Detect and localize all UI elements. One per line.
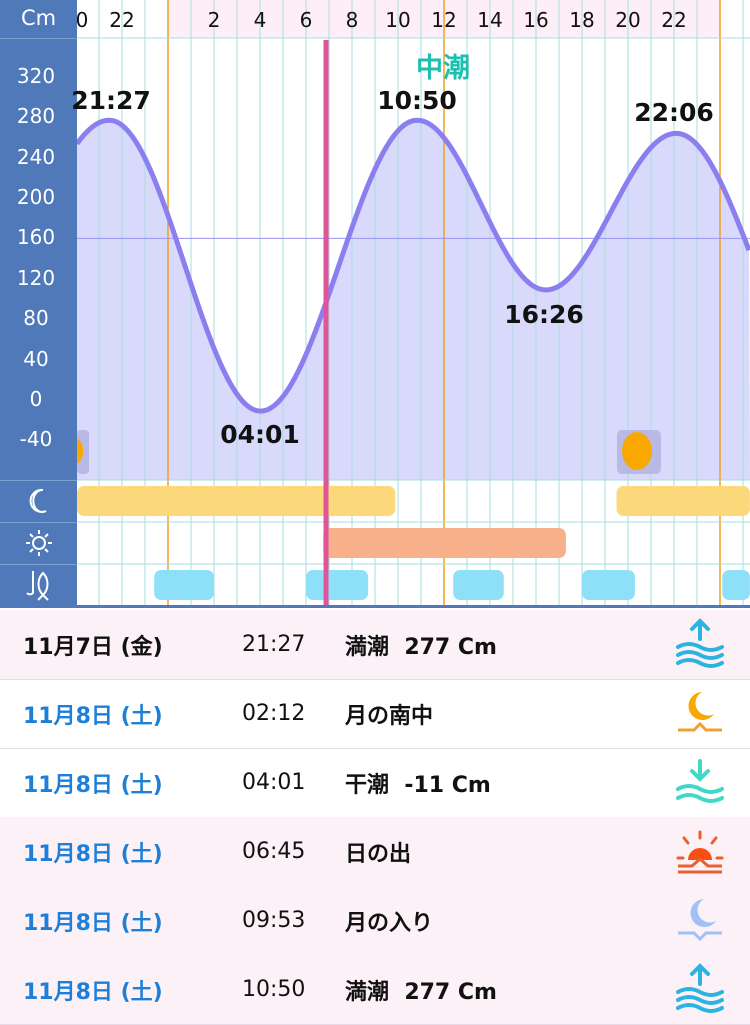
hour-label: 16: [523, 8, 549, 32]
event-description: 満潮 277 Cm: [345, 634, 497, 660]
event-time: 10:50: [242, 977, 306, 1002]
event-time: 09:53: [242, 908, 306, 933]
hour-label: 18: [569, 8, 595, 32]
hour-label: 14: [477, 8, 503, 32]
y-tick-label: 80: [23, 306, 49, 331]
moon-up-bar: [616, 486, 750, 516]
hour-label: 22: [109, 8, 135, 32]
sun-up-bar: [323, 528, 566, 558]
event-date: 11月8日 (土): [23, 841, 163, 867]
tide-chart[interactable]: [0, 0, 750, 608]
hour-label: 6: [299, 8, 313, 32]
event-time: 02:12: [242, 701, 306, 726]
tide-extreme-label: 16:26: [504, 300, 584, 329]
event-date: 11月8日 (土): [23, 772, 163, 798]
moon-up-bar: [77, 486, 396, 516]
sun-icon: [0, 522, 77, 564]
y-axis: Cm 320 280 240 200 160 120 80 40 0 -40: [0, 0, 77, 607]
tide-extreme-label: 22:06: [634, 98, 714, 127]
event-date: 11月8日 (土): [23, 703, 163, 729]
y-tick-label: 120: [16, 265, 56, 290]
fishing-time-bar: [306, 570, 369, 600]
event-row[interactable]: 11月8日 (土) 10:50 満潮 277 Cm: [0, 955, 750, 1025]
sunrise-icon: [676, 830, 724, 873]
y-tick-label: 40: [23, 346, 49, 371]
high-tide-icon: [676, 617, 724, 668]
y-tick-label: 320: [16, 63, 56, 88]
y-tick-label: 0: [29, 387, 43, 411]
event-row[interactable]: 11月8日 (土) 06:45 日の出: [0, 817, 750, 887]
hour-label: 10: [385, 8, 411, 32]
fishing-time-bar: [154, 570, 214, 600]
hour-label: 20: [615, 8, 641, 32]
event-time: 21:27: [242, 632, 306, 657]
chart-bottom-border: [0, 605, 750, 608]
event-row[interactable]: 11月7日 (金) 21:27 満潮 277 Cm: [0, 610, 750, 680]
y-tick-label: 200: [16, 185, 56, 209]
y-tick-label: -40: [19, 427, 53, 452]
tide-type-label: 中潮: [416, 53, 470, 84]
tide-extreme-label: 21:27: [71, 86, 151, 115]
moon-transit-icon: [678, 691, 722, 731]
moon-transit-marker: [622, 432, 652, 470]
hour-label: 0: [75, 8, 89, 32]
event-date: 11月8日 (土): [23, 979, 163, 1005]
hour-label: 2: [207, 8, 221, 32]
event-description: 月の南中: [345, 703, 434, 729]
event-time: 06:45: [242, 839, 306, 864]
event-date: 11月8日 (土): [23, 910, 163, 936]
event-description: 満潮 277 Cm: [345, 979, 497, 1005]
hour-label: 22: [661, 8, 687, 32]
moonset-icon: [678, 898, 722, 941]
event-row[interactable]: 11月8日 (土) 04:01 干潮 -11 Cm: [0, 748, 750, 818]
event-description: 干潮 -11 Cm: [345, 772, 491, 798]
fishing-time-bar: [582, 570, 635, 600]
low-tide-icon: [676, 758, 724, 803]
tide-extreme-label: 10:50: [377, 86, 457, 115]
hour-label: 8: [345, 8, 359, 32]
event-time: 04:01: [242, 770, 306, 795]
hour-label: 12: [431, 8, 457, 32]
event-description: 月の入り: [345, 910, 434, 936]
event-date: 11月7日 (金): [23, 634, 163, 660]
tide-extreme-label: 04:01: [220, 420, 300, 449]
unit-label: Cm: [20, 6, 57, 30]
high-tide-icon: [676, 962, 724, 1013]
fishing-icon: [0, 564, 77, 606]
y-tick-label: 160: [16, 225, 56, 250]
y-tick-label: 240: [16, 144, 56, 169]
y-tick-label: 280: [16, 104, 56, 129]
event-description: 日の出: [345, 841, 412, 867]
tide-curve: [74, 117, 750, 414]
event-row[interactable]: 11月8日 (土) 09:53 月の入り: [0, 886, 750, 956]
event-row[interactable]: 11月8日 (土) 02:12 月の南中: [0, 679, 750, 749]
hour-label: 4: [253, 8, 267, 32]
fishing-time-bar: [722, 570, 750, 600]
fishing-time-bar: [453, 570, 504, 600]
moon-icon: [0, 480, 77, 522]
